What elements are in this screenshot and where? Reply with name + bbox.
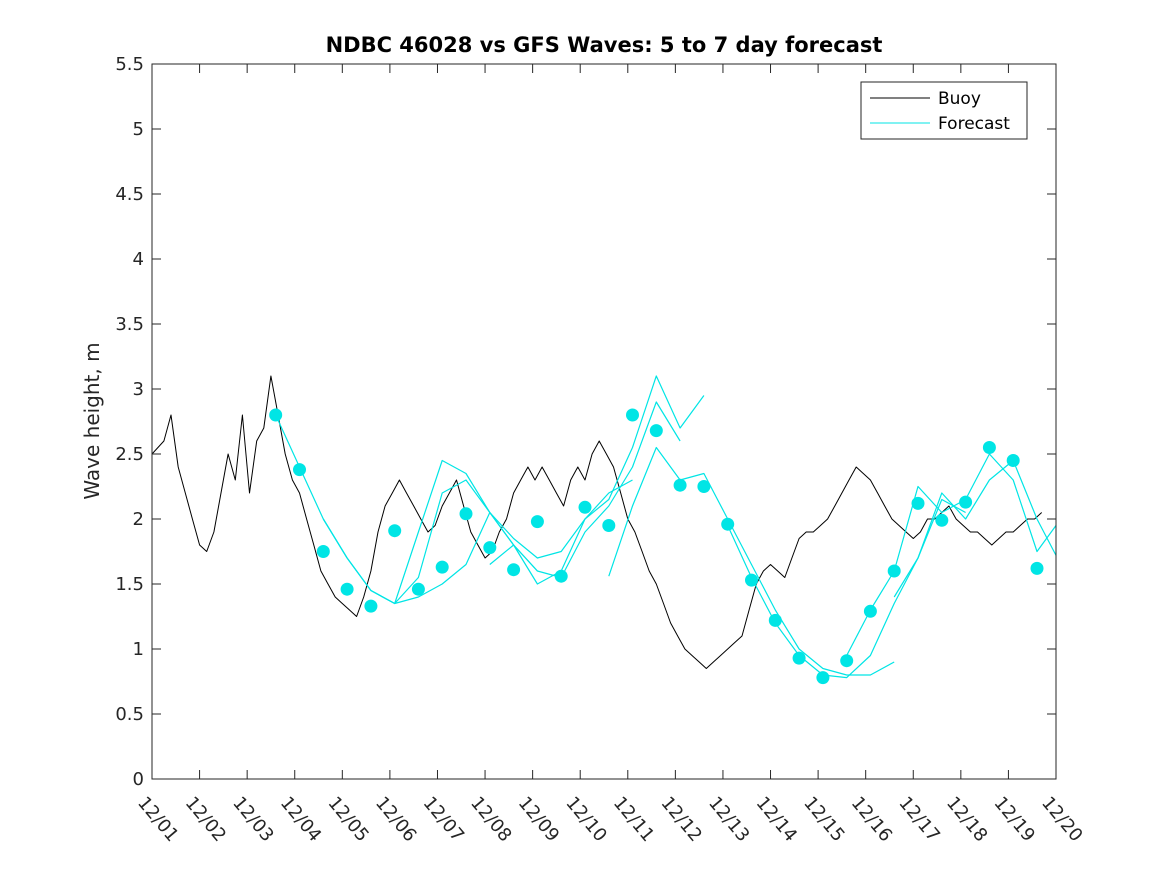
forecast-marker xyxy=(364,599,378,613)
forecast-run-line xyxy=(489,375,705,585)
forecast-marker xyxy=(840,654,854,668)
series-layer xyxy=(151,375,1057,685)
legend-label-buoy: Buoy xyxy=(938,89,981,109)
forecast-marker xyxy=(554,569,568,583)
forecast-marker xyxy=(293,463,306,477)
forecast-marker xyxy=(982,441,996,454)
forecast-marker xyxy=(459,507,473,521)
forecast-marker xyxy=(745,573,758,587)
forecast-marker xyxy=(935,513,949,527)
forecast-marker xyxy=(649,424,663,438)
y-tick-label: 2.5 xyxy=(115,444,144,465)
y-tick-label: 0 xyxy=(133,769,144,790)
chart-title: NDBC 46028 vs GFS Waves: 5 to 7 day fore… xyxy=(326,33,883,57)
forecast-marker xyxy=(887,564,901,578)
forecast-marker xyxy=(721,517,735,531)
y-tick-label: 5.5 xyxy=(115,54,144,75)
forecast-marker xyxy=(959,495,973,509)
forecast-marker xyxy=(483,541,497,555)
y-tick-label: 4 xyxy=(133,249,144,270)
y-tick-label: 3 xyxy=(133,379,144,400)
y-tick-label: 1 xyxy=(133,639,144,660)
forecast-marker xyxy=(388,524,402,538)
legend-label-forecast: Forecast xyxy=(938,114,1010,134)
legend-box xyxy=(860,81,1028,140)
forecast-marker xyxy=(340,582,354,596)
forecast-marker xyxy=(697,480,711,493)
forecast-marker xyxy=(1030,561,1044,575)
y-tick-label: 4.5 xyxy=(115,184,144,205)
forecast-marker xyxy=(507,563,521,577)
forecast-marker xyxy=(411,582,425,596)
y-tick-label: 0.5 xyxy=(115,704,144,725)
forecast-marker xyxy=(578,500,592,514)
forecast-marker xyxy=(435,560,449,574)
forecast-marker xyxy=(316,545,330,558)
forecast-marker xyxy=(863,604,877,618)
y-axis-label: Wave height, m xyxy=(80,342,104,499)
forecast-marker xyxy=(602,519,616,532)
forecast-marker xyxy=(768,613,782,627)
legend: Buoy Forecast xyxy=(860,81,1028,140)
y-tick-label: 1.5 xyxy=(115,574,144,595)
forecast-marker xyxy=(816,671,830,685)
plot-area xyxy=(152,64,1056,779)
forecast-run-line xyxy=(370,401,681,605)
forecast-marker xyxy=(673,478,687,492)
y-tick-label: 2 xyxy=(133,509,144,530)
forecast-run-line xyxy=(727,498,966,679)
forecast-marker xyxy=(792,651,806,665)
forecast-run-line xyxy=(608,446,895,676)
forecast-marker xyxy=(1006,454,1020,467)
axes-box xyxy=(151,63,1057,780)
forecast-marker xyxy=(530,515,544,529)
forecast-run-line xyxy=(893,459,1057,598)
y-tick-label: 5 xyxy=(133,119,144,140)
y-tick-label: 3.5 xyxy=(115,314,144,335)
forecast-marker xyxy=(626,408,639,422)
forecast-marker xyxy=(269,408,283,422)
forecast-marker xyxy=(911,496,925,510)
buoy-line xyxy=(151,375,1043,669)
